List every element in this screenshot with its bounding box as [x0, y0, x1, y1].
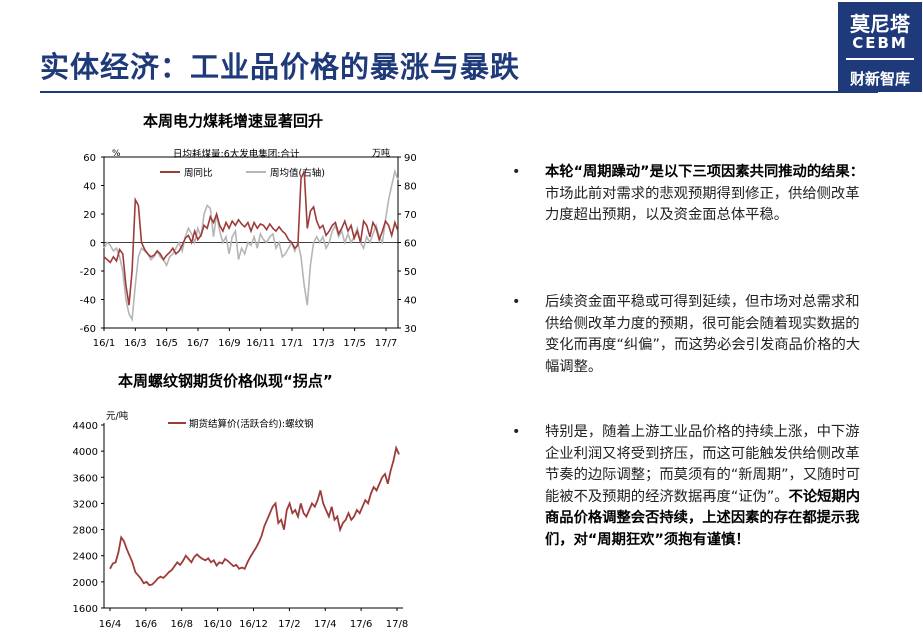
chart1-right-tick-label: 50	[404, 267, 417, 278]
chart2-y-tick-label: 2400	[73, 552, 98, 563]
chart1-title: 本周电力煤耗增速显著回升	[143, 112, 324, 130]
chart1-legend-2: 周均值(右轴)	[270, 167, 325, 179]
chart2-unit: 元/吨	[106, 410, 129, 422]
chart1-left-tick-label: -20	[80, 267, 96, 278]
chart2-y-tick-label: 3200	[73, 499, 98, 510]
bullet-3-text: 特别是，随着上游工业品价格的持续上涨，中下游企业利润又将受到挤压，而这可能触发供…	[545, 424, 861, 505]
chart1-left-tick-label: 40	[83, 182, 96, 193]
coal-consumption-chart: % 万吨 日均耗煤量:6大发电集团:合计 周同比 周均值(右轴) 60 40 20 0…	[80, 147, 417, 349]
chart1-x-tick-label: 16/11	[246, 338, 275, 349]
chart1-right-tick-label: 70	[404, 210, 417, 221]
chart1-right-tick-label: 30	[404, 324, 417, 335]
chart2-x-tick-label: 17/4	[314, 619, 336, 630]
chart1-right-unit: 万吨	[372, 147, 390, 159]
chart1-left-tick-label: -60	[80, 324, 96, 335]
chart1-x-tick-label: 16/5	[155, 338, 177, 349]
chart2-y-tick-label: 2000	[73, 578, 98, 589]
title-divider	[40, 91, 878, 93]
chart1-x-tick-label: 17/3	[312, 338, 334, 349]
chart1-right-tick-label: 90	[404, 153, 417, 164]
bullet-2: • 后续资金面平稳或可得到延续，但市场对总需求和供给侧改革力度的预期，很可能会随…	[512, 292, 872, 378]
chart1-series-yoy	[103, 170, 399, 306]
chart2-x-tick-label: 17/6	[350, 619, 372, 630]
chart1-series-weekly-average	[103, 168, 399, 323]
logo-line3: 财新智库	[849, 70, 910, 88]
chart1-x-tick-label: 17/5	[343, 338, 365, 349]
chart1-x-tick-label: 17/7	[375, 338, 397, 349]
chart1-left-unit: %	[112, 149, 121, 159]
bullet-3: • 特别是，随着上游工业品价格的持续上涨，中下游企业利润又将受到挤压，而这可能触…	[512, 422, 872, 551]
chart2-y-tick-label: 1600	[73, 604, 98, 615]
page-title: 实体经济：工业品价格的暴涨与暴跌	[40, 50, 521, 84]
chart2-x-tick-label: 17/8	[386, 619, 408, 630]
chart1-right-tick-label: 80	[404, 182, 417, 193]
chart2-legend: 期货结算价(活跃合约):螺纹钢	[189, 418, 314, 430]
chart2-series-rebar	[109, 444, 400, 587]
chart1-left-tick-label: 0	[90, 239, 96, 250]
bullet-2-text: 后续资金面平稳或可得到延续，但市场对总需求和供给侧改革力度的预期，很可能会随着现…	[545, 294, 861, 375]
chart1-x-tick-label: 16/9	[218, 338, 240, 349]
chart1-x-tick-label: 16/1	[93, 338, 115, 349]
logo-line1: 莫尼塔	[850, 12, 910, 36]
bullet-1: • 本轮“周期躁动”是以下三项因素共同推动的结果： 市场此前对需求的悲观预期得到修…	[512, 162, 872, 227]
chart2-y-tick-label: 3600	[73, 473, 98, 484]
chart1-x-tick-label: 17/1	[281, 338, 303, 349]
chart2-y-tick-label: 4400	[73, 421, 98, 432]
chart2-x-tick-label: 16/12	[239, 619, 268, 630]
chart1-left-tick-label: 60	[83, 153, 96, 164]
bullet-dot-1: •	[512, 164, 521, 180]
chart2-y-tick-label: 2800	[73, 526, 98, 537]
chart1-x-tick-label: 16/7	[187, 338, 209, 349]
logo: 莫尼塔 CEBM 财新智库	[838, 2, 922, 92]
bullet-dot-3: •	[512, 424, 521, 440]
bullet-3-bold: 不论短期内商品价格调整会否持续，上述因素的存在都提示我们，对“周期狂欢”须抱有谨…	[545, 488, 861, 548]
chart2-x-tick-label: 17/2	[278, 619, 300, 630]
chart2-x-tick-label: 16/4	[99, 619, 121, 630]
chart1-legend-1: 周同比	[184, 167, 213, 179]
chart2-x-tick-label: 16/8	[171, 619, 193, 630]
chart1-right-tick-label: 40	[404, 296, 417, 307]
chart1-inner-title: 日均耗煤量:6大发电集团:合计	[173, 148, 300, 160]
chart1-left-tick-label: -40	[80, 296, 96, 307]
chart1-x-tick-label: 16/3	[124, 338, 146, 349]
rebar-price-chart: 元/吨 期货结算价(活跃合约):螺纹钢 4400 4000 3600 3200 2800…	[73, 410, 409, 630]
chart1-right-tick-label: 60	[404, 239, 417, 250]
chart2-x-tick-label: 16/10	[203, 619, 232, 630]
bullet-dot-2: •	[512, 294, 521, 310]
chart2-y-tick-label: 4000	[73, 447, 98, 458]
logo-line2: CEBM	[852, 34, 908, 52]
chart2-x-tick-label: 16/6	[135, 619, 157, 630]
bullet-1-bold: 本轮“周期躁动”是以下三项因素共同推动的结果：	[545, 164, 865, 180]
chart1-left-tick-label: 20	[83, 210, 96, 221]
bullet-1-text: 市场此前对需求的悲观预期得到修正，供给侧改革力度超出预期，以及资金面总体平稳。	[545, 185, 860, 224]
logo-divider	[846, 58, 914, 60]
chart2-title: 本周螺纹钢期货价格似现“拐点”	[118, 372, 333, 390]
